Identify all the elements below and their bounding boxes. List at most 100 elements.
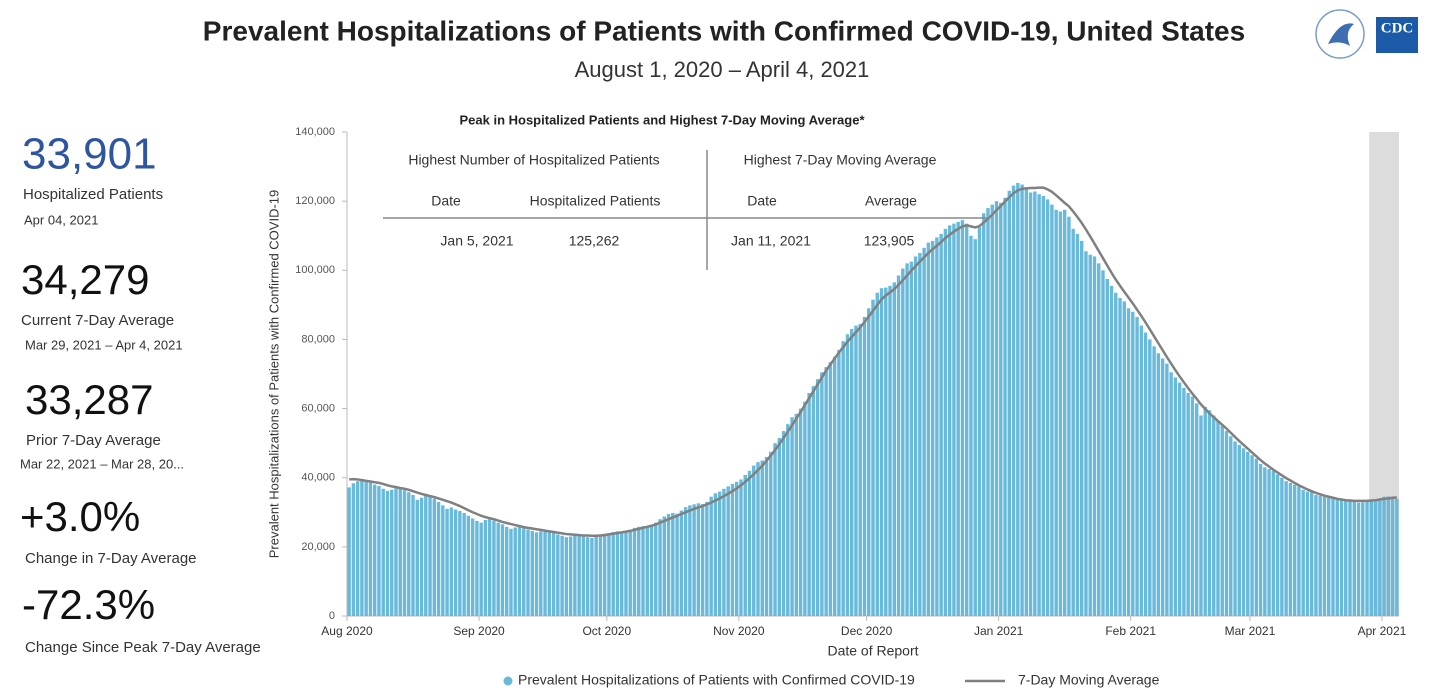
bar (1284, 481, 1288, 616)
bar (505, 526, 509, 616)
bar (611, 531, 615, 616)
table-cell: Jan 5, 2021 (440, 233, 513, 249)
bar (1169, 372, 1173, 616)
bar (607, 533, 611, 616)
y-tick-label: 100,000 (295, 264, 335, 276)
bar (713, 493, 718, 616)
bar (1182, 387, 1186, 616)
bar (1327, 497, 1331, 616)
summary-date: Apr 04, 2021 (24, 212, 98, 227)
bar (1054, 209, 1058, 617)
bar (483, 519, 488, 616)
bar (355, 481, 360, 616)
table-group-title: Highest 7-Day Moving Average (744, 152, 937, 168)
bar (837, 349, 841, 616)
x-tick-label: Mar 2021 (1225, 624, 1276, 638)
bar (1067, 216, 1071, 616)
bar (1003, 197, 1007, 616)
bar (654, 522, 658, 616)
bar (709, 496, 713, 616)
legend-swatch (503, 676, 513, 686)
bar (1369, 501, 1374, 616)
bar (1229, 436, 1233, 616)
bar (1280, 477, 1284, 616)
bar (1186, 393, 1190, 616)
bar (1241, 448, 1246, 616)
bar (1275, 474, 1280, 616)
bar (879, 288, 884, 616)
bar (930, 240, 935, 616)
bar (999, 202, 1003, 616)
bar (696, 503, 701, 616)
bar (492, 520, 496, 616)
bar (1207, 410, 1212, 616)
bar (372, 484, 377, 616)
bar (432, 498, 437, 616)
bar (1297, 486, 1301, 616)
bar (1386, 496, 1391, 616)
bar (867, 308, 871, 616)
bar (905, 263, 909, 616)
bar (1395, 498, 1399, 616)
bar (935, 237, 939, 616)
bar (424, 495, 428, 616)
bar (1152, 346, 1156, 616)
bar (1220, 425, 1224, 616)
y-tick-label: 40,000 (301, 472, 335, 484)
table-column: Date (747, 193, 777, 209)
bar (487, 519, 492, 616)
y-tick-label: 0 (329, 610, 335, 622)
summary-date: Mar 29, 2021 – Apr 4, 2021 (25, 337, 183, 352)
table-column: Hospitalized Patients (530, 193, 661, 209)
bar (973, 239, 977, 616)
bar (1292, 484, 1297, 616)
bar (730, 483, 735, 616)
bar (798, 408, 803, 616)
bar (1344, 500, 1348, 616)
bar (615, 531, 620, 616)
bar (841, 341, 845, 616)
bar (564, 537, 569, 616)
bar (620, 532, 624, 616)
bar (947, 225, 952, 617)
bar (1254, 458, 1259, 616)
bar (982, 213, 986, 616)
bar (683, 507, 688, 616)
bar (351, 483, 356, 616)
bar (568, 536, 573, 616)
hhs-eagle (1328, 23, 1354, 46)
bar (926, 242, 931, 616)
bar (364, 481, 368, 616)
bar (347, 487, 351, 616)
bar (896, 275, 901, 616)
bar (794, 413, 799, 616)
bar (407, 492, 411, 616)
bar (986, 208, 990, 617)
bar (901, 268, 905, 616)
bar (1156, 353, 1161, 616)
bar (1267, 469, 1271, 616)
x-tick-label: Sep 2020 (453, 624, 505, 638)
bar (662, 516, 667, 616)
bar (1041, 195, 1046, 616)
bar (722, 488, 726, 616)
bar (1079, 240, 1084, 616)
bar (726, 486, 730, 616)
bar (466, 515, 471, 616)
bar (475, 520, 479, 616)
bar (1322, 496, 1327, 616)
x-tick-label: Oct 2020 (582, 624, 631, 638)
bar (1194, 403, 1199, 616)
bar (1258, 463, 1263, 616)
bar (862, 316, 867, 616)
cdc-logo (1376, 17, 1418, 53)
bar (960, 220, 965, 616)
bar (1135, 316, 1139, 616)
bar (377, 486, 381, 616)
bar (756, 462, 760, 616)
bar (590, 537, 594, 616)
bar (1016, 182, 1020, 617)
bar (547, 531, 552, 616)
bar (1011, 185, 1016, 617)
bar (1058, 211, 1063, 616)
